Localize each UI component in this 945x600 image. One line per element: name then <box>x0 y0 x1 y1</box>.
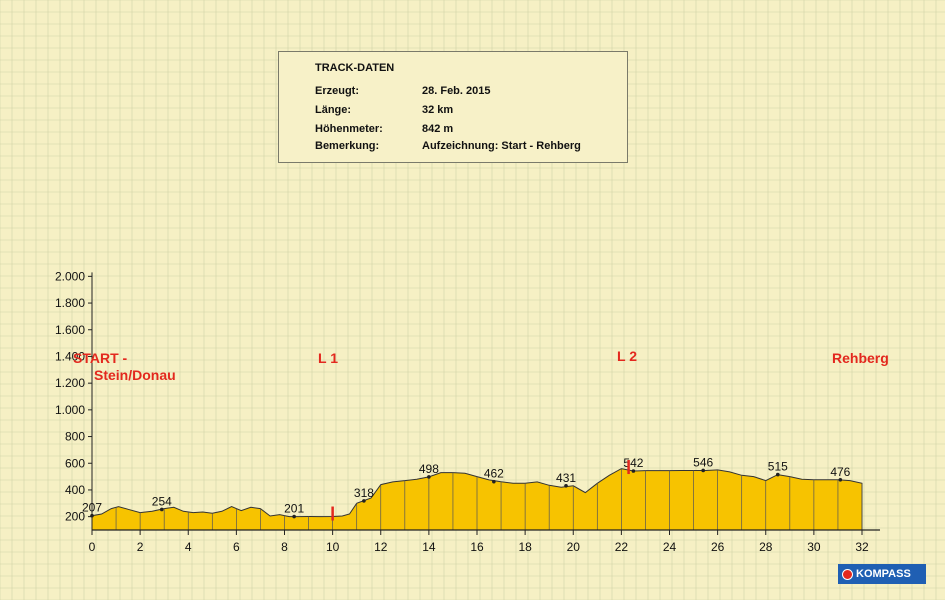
data-label: 476 <box>830 465 850 479</box>
x-tick-label: 18 <box>518 540 532 554</box>
x-tick-label: 6 <box>233 540 240 554</box>
l2-label: L 2 <box>617 348 637 364</box>
x-tick-label: 0 <box>89 540 96 554</box>
y-tick-label: 1.400 <box>55 349 85 363</box>
data-label: 498 <box>419 462 439 476</box>
point-labels: 207 254 201 318 498 462 431 542 546 515 476 <box>82 455 851 519</box>
data-label: 207 <box>82 501 102 515</box>
x-tick-label: 24 <box>663 540 677 554</box>
x-tick-label: 28 <box>759 540 773 554</box>
y-tick-label: 2.000 <box>55 269 85 283</box>
data-label: 318 <box>354 486 374 500</box>
track-row-label-remark: Bemerkung: <box>315 140 380 152</box>
track-data-box: TRACK-DATEN Erzeugt: 28. Feb. 2015 Länge… <box>278 51 628 163</box>
l1-label: L 1 <box>318 350 338 366</box>
y-tick-label: 1.800 <box>55 296 85 310</box>
x-tick-label: 16 <box>470 540 484 554</box>
data-label: 462 <box>484 467 504 481</box>
data-label: 201 <box>284 502 304 516</box>
y-tick-label: 1.000 <box>55 403 85 417</box>
track-row-value-remark: Aufzeichnung: Start - Rehberg <box>422 140 581 152</box>
axes <box>88 272 880 535</box>
data-label: 542 <box>623 456 643 470</box>
annotations: START - Stein/Donau L 1 L 2 Rehberg <box>73 348 889 383</box>
kompass-logo-icon <box>842 568 853 580</box>
data-label: 546 <box>693 455 713 469</box>
track-row-value-elevation: 842 m <box>422 123 454 135</box>
data-point <box>564 484 568 488</box>
segment-markers <box>331 460 630 521</box>
data-point <box>427 475 431 479</box>
x-tick-label: 12 <box>374 540 388 554</box>
end-label: Rehberg <box>832 350 889 366</box>
start-label-line1: START - <box>73 350 128 366</box>
track-row-value-created: 28. Feb. 2015 <box>422 85 491 97</box>
x-tick-label: 8 <box>281 540 288 554</box>
data-label: 515 <box>768 460 788 474</box>
track-row-label-length: Länge: <box>315 104 352 116</box>
x-tick-label: 4 <box>185 540 192 554</box>
x-tick-label: 14 <box>422 540 436 554</box>
data-point <box>362 499 366 503</box>
data-point <box>292 514 296 519</box>
x-tick-label: 10 <box>326 540 340 554</box>
data-point <box>492 479 496 484</box>
data-point <box>775 472 780 477</box>
kompass-logo-text: KOMPASS <box>856 568 911 580</box>
y-tick-label: 400 <box>65 483 85 497</box>
data-label: 431 <box>556 471 576 485</box>
data-point <box>701 468 705 473</box>
track-data-title: TRACK-DATEN <box>315 62 395 74</box>
data-point <box>631 469 636 473</box>
x-tick-label: 32 <box>855 540 869 554</box>
x-tick-label: 2 <box>137 540 144 554</box>
x-tick-label: 20 <box>567 540 581 554</box>
y-tick-label: 1.600 <box>55 323 85 337</box>
x-tick-label: 30 <box>807 540 821 554</box>
y-tick-label: 600 <box>65 456 85 470</box>
kompass-logo: KOMPASS <box>838 564 926 584</box>
y-tick-label: 1.200 <box>55 376 85 390</box>
data-point <box>90 513 94 518</box>
track-row-label-elevation: Höhenmeter: <box>315 123 383 135</box>
x-tick-label: 22 <box>615 540 629 554</box>
data-label: 254 <box>152 494 172 508</box>
x-tick-label: 26 <box>711 540 725 554</box>
data-point <box>159 507 164 512</box>
track-row-label-created: Erzeugt: <box>315 85 359 97</box>
start-label-line2: Stein/Donau <box>94 367 176 383</box>
y-tick-label: 200 <box>65 510 85 524</box>
data-point <box>838 478 843 482</box>
y-tick-label: 800 <box>65 430 85 444</box>
tick-labels: 0 2 4 6 8 10 12 14 16 18 20 22 24 26 28 30 3220040060080… <box>55 269 869 554</box>
track-row-value-length: 32 km <box>422 104 454 116</box>
profile-drop-lines <box>91 468 863 530</box>
